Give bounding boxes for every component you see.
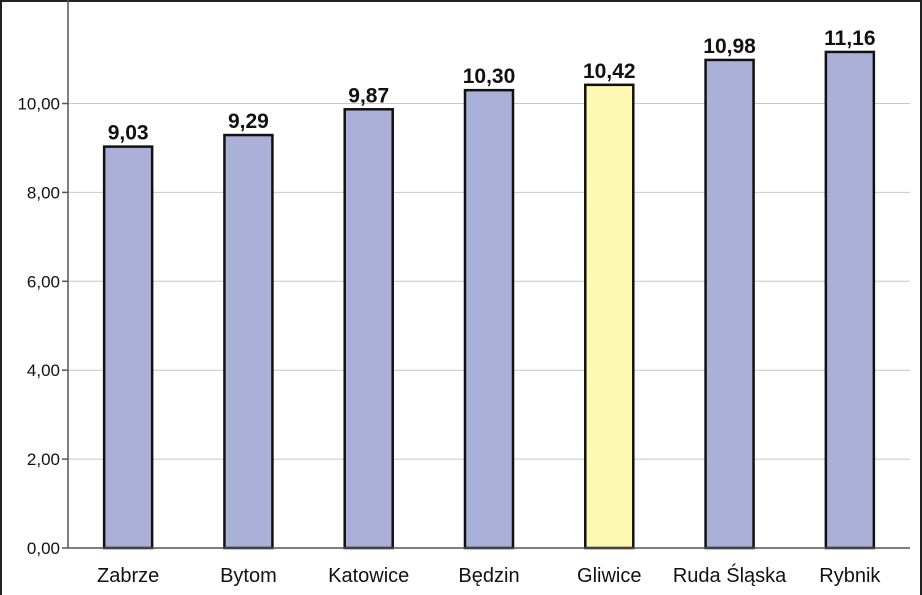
y-tick-label: 10,00 — [17, 95, 60, 114]
y-tick-label: 0,00 — [27, 539, 60, 558]
y-tick-label: 8,00 — [27, 183, 60, 202]
y-tick-label: 4,00 — [27, 361, 60, 380]
x-tick-label: Ruda Śląska — [673, 563, 787, 587]
bar-1 — [102, 145, 154, 550]
x-tick-labels: Zabrze Bytom Katowice Będzin Gliwice Ruda Ślą… — [97, 563, 881, 587]
data-label-1: 9,03 — [108, 122, 149, 145]
x-tick-label: Rybnik — [819, 565, 881, 587]
bar-2 — [223, 133, 274, 550]
x-tick-label: Zabrze — [97, 565, 159, 587]
y-tick-labels: 0,00 2,00 4,00 6,00 8,00 10,00 — [17, 95, 60, 559]
data-label-3: 9,87 — [348, 84, 389, 107]
x-tick-label: Katowice — [328, 565, 409, 587]
bar-3 — [343, 108, 394, 550]
bar-7 — [824, 50, 876, 550]
data-label-4: 10,30 — [463, 65, 516, 88]
bars — [102, 50, 876, 550]
data-label-7: 11,16 — [824, 27, 875, 50]
data-labels: 9,03 9,29 9,87 10,30 10,42 10,98 11,16 — [108, 27, 876, 145]
data-label-2: 9,29 — [228, 110, 269, 133]
bar-4 — [463, 88, 515, 550]
bar-6 — [704, 58, 755, 550]
x-tick-label: Gliwice — [577, 565, 641, 587]
x-tick-label: Będzin — [458, 565, 519, 587]
y-tick-label: 2,00 — [27, 450, 60, 469]
data-label-6: 10,98 — [703, 35, 756, 58]
bar-5 — [584, 83, 635, 550]
x-tick-label: Bytom — [220, 565, 277, 587]
data-label-5: 10,42 — [583, 60, 636, 83]
y-tick-label: 6,00 — [27, 272, 60, 291]
